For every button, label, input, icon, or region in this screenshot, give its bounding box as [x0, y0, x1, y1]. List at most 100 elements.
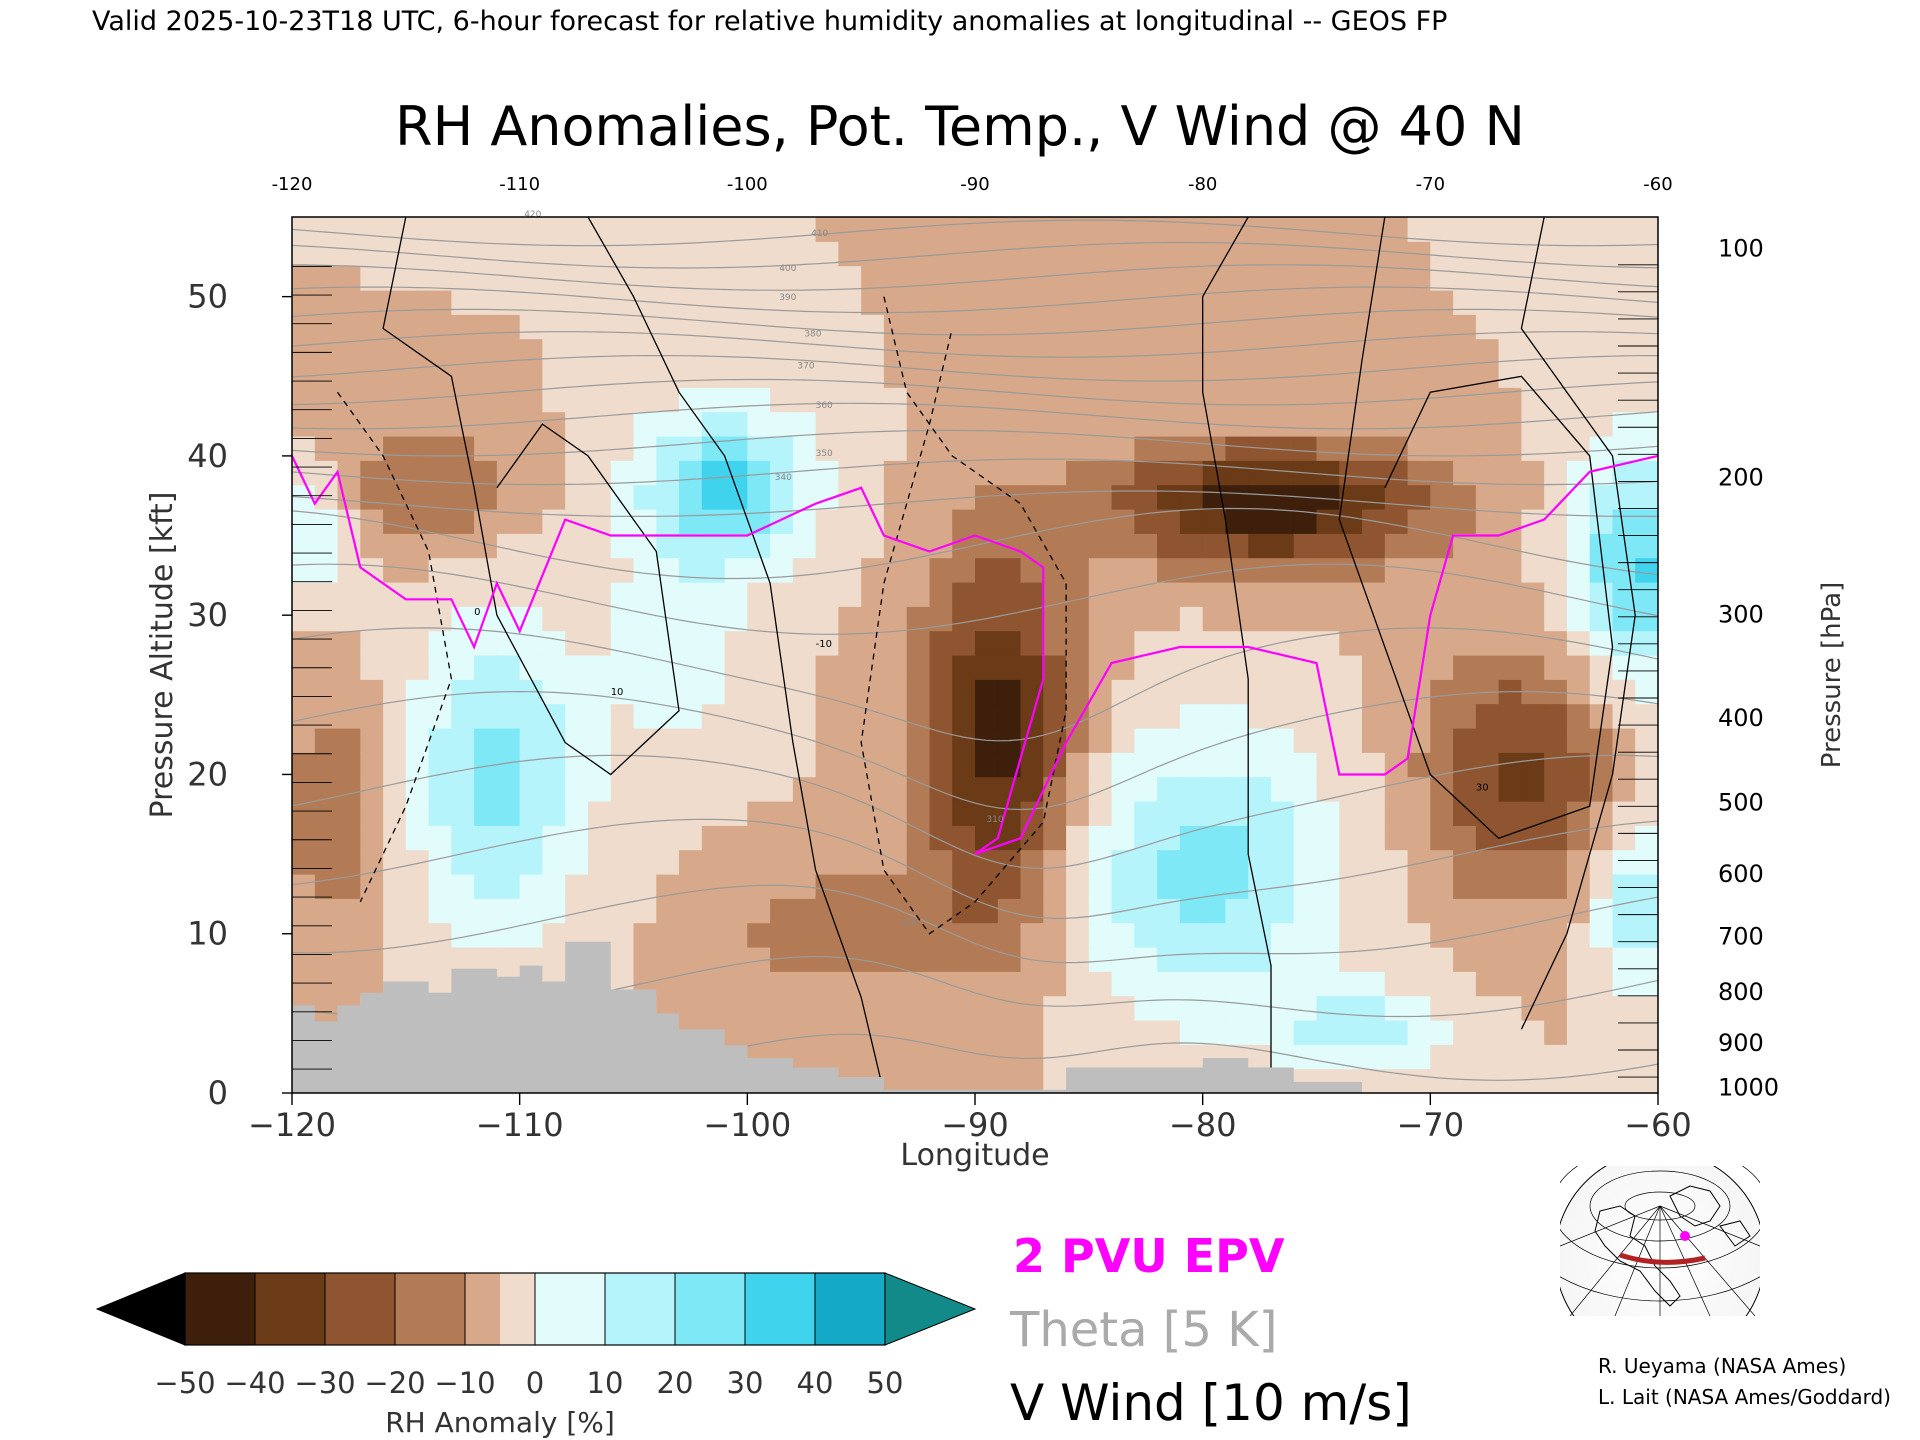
heatmap-cell: [747, 436, 771, 461]
heatmap-cell: [1544, 338, 1568, 364]
heatmap-cell: [1088, 630, 1113, 656]
heatmap-cell: [1498, 557, 1522, 583]
heatmap-cell: [519, 898, 544, 924]
heatmap-cell: [747, 606, 771, 632]
heatmap-cell: [656, 484, 680, 510]
heatmap-cell: [496, 241, 521, 267]
heatmap-cell: [929, 849, 953, 875]
heatmap-cell: [952, 801, 976, 826]
heatmap-cell: [929, 411, 953, 437]
heatmap-cell: [1589, 1020, 1614, 1045]
heatmap-cell: [383, 752, 407, 778]
heatmap-cell: [952, 630, 976, 656]
heatmap-cell: [496, 874, 521, 899]
heatmap-cell: [1407, 338, 1431, 364]
heatmap-cell: [1339, 363, 1363, 388]
heatmap-cell: [588, 849, 612, 875]
heatmap-cell: [679, 995, 703, 1021]
heatmap-cell: [1202, 265, 1227, 291]
heatmap-cell: [1043, 241, 1067, 267]
heatmap-cell: [1430, 679, 1454, 705]
heatmap-cell: [952, 1068, 976, 1093]
heatmap-cell: [952, 582, 976, 607]
heatmap-cell: [1589, 387, 1614, 413]
heatmap-cell: [952, 752, 976, 778]
heatmap-cell: [1088, 484, 1113, 510]
heatmap-cell: [1043, 971, 1067, 997]
heatmap-cell: [1589, 849, 1614, 875]
heatmap-cell: [1316, 217, 1340, 242]
heatmap-cell: [1544, 509, 1568, 534]
heatmap-cell: [610, 460, 635, 486]
heatmap-cell: [747, 995, 771, 1021]
heatmap-cell: [701, 898, 726, 924]
heatmap-cell: [747, 947, 771, 972]
heatmap-cell: [1111, 460, 1135, 486]
heatmap-cell: [1589, 655, 1614, 680]
heatmap-cell: [1475, 436, 1500, 461]
heatmap-cell: [1453, 874, 1477, 899]
heatmap-cell: [610, 582, 635, 607]
heatmap-cell: [496, 411, 521, 437]
heatmap-cell: [838, 265, 862, 291]
heatmap-cell: [1179, 752, 1204, 778]
heatmap-cell: [1475, 217, 1500, 242]
heatmap-cell: [1612, 314, 1636, 340]
heatmap-cell: [1088, 411, 1113, 437]
heatmap-cell: [314, 241, 339, 267]
heatmap-cell: [1316, 387, 1340, 413]
heatmap-cell: [656, 265, 680, 291]
colorbar-segment: [675, 1273, 710, 1345]
heatmap-cell: [1088, 314, 1113, 340]
heatmap-cell: [1043, 655, 1067, 680]
heatmap-cell: [997, 898, 1022, 924]
heatmap-cell: [1316, 874, 1340, 899]
heatmap-cell: [428, 825, 452, 851]
heatmap-cell: [861, 533, 885, 559]
heatmap-cell: [1043, 533, 1067, 559]
heatmap-cell: [815, 533, 839, 559]
heatmap-cell: [360, 679, 384, 705]
heatmap-cell: [1521, 338, 1545, 364]
heatmap-cell: [701, 849, 726, 875]
heatmap-cell: [1566, 1020, 1591, 1045]
heatmap-cell: [1202, 338, 1227, 364]
heatmap-cell: [1225, 363, 1249, 388]
heatmap-cell: [1589, 436, 1614, 461]
heatmap-cell: [428, 801, 452, 826]
heatmap-cell: [656, 436, 680, 461]
heatmap-cell: [1271, 314, 1295, 340]
heatmap-cell: [360, 265, 384, 291]
heatmap-cell: [588, 387, 612, 413]
heatmap-cell: [656, 241, 680, 267]
heatmap-cell: [656, 582, 680, 607]
heatmap-cell: [633, 557, 657, 583]
heatmap-cell: [1544, 411, 1568, 437]
heatmap-cell: [633, 582, 657, 607]
heatmap-cell: [952, 411, 976, 437]
heatmap-cell: [838, 314, 862, 340]
heatmap-cell: [770, 363, 794, 388]
heatmap-cell: [1521, 995, 1545, 1021]
heatmap-cell: [1566, 947, 1591, 972]
heatmap-cell: [1020, 1068, 1044, 1093]
heatmap-cell: [792, 484, 817, 510]
heatmap-cell: [1635, 995, 1658, 1021]
heatmap-cell: [1612, 509, 1636, 534]
heatmap-cell: [383, 241, 407, 267]
heatmap-cell: [861, 898, 885, 924]
heatmap-cell: [1453, 679, 1477, 705]
heatmap-cell: [360, 314, 384, 340]
heatmap-cell: [975, 825, 999, 851]
heatmap-cell: [815, 557, 839, 583]
heatmap-cell: [1612, 533, 1636, 559]
heatmap-cell: [1430, 655, 1454, 680]
heatmap-cell: [1635, 411, 1658, 437]
heatmap-cell: [1066, 314, 1090, 340]
colorbar-under-arrow: [95, 1272, 186, 1346]
heatmap-cell: [565, 338, 589, 364]
heatmap-cell: [1111, 241, 1135, 267]
heatmap-cell: [952, 533, 976, 559]
heatmap-cell: [360, 411, 384, 437]
heatmap-cell: [1612, 874, 1636, 899]
